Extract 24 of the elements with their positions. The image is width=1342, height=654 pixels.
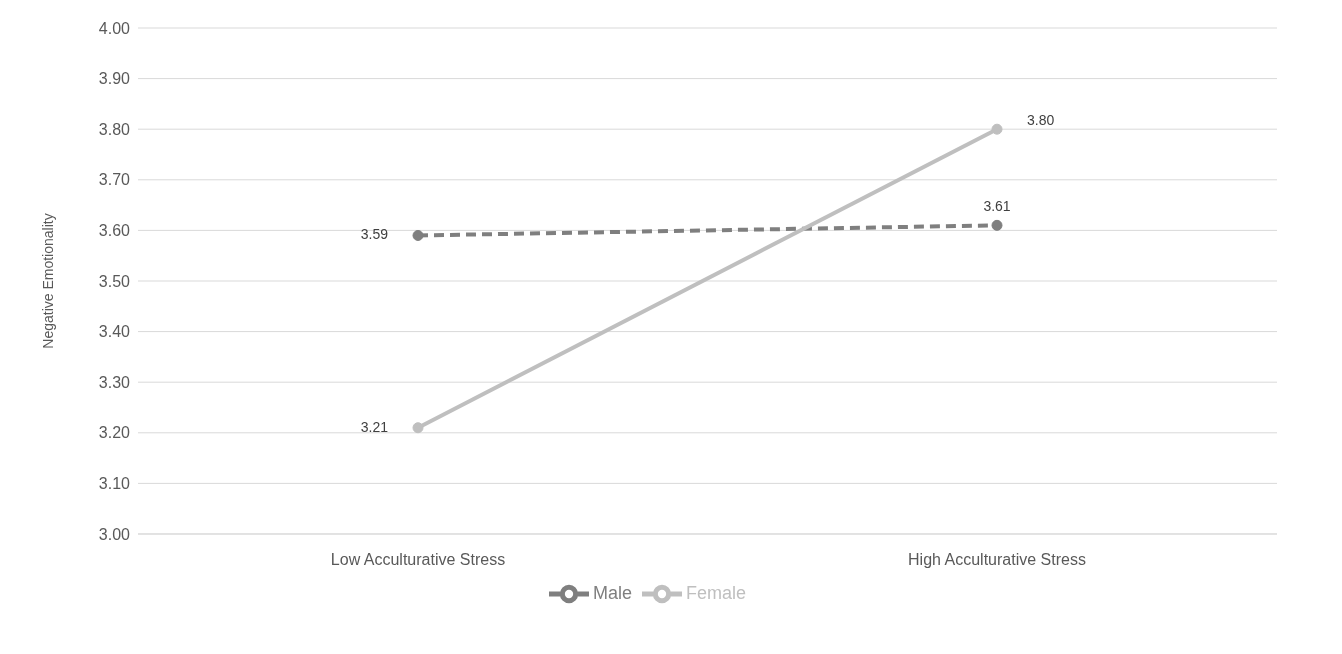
point: [412, 422, 424, 434]
y-tick-label: 3.80: [98, 120, 131, 138]
y-tick-label: 3.10: [98, 475, 131, 493]
data-label: 3.21: [360, 418, 389, 435]
x-tick-label: Low Acculturative Stress: [330, 551, 506, 569]
data-label: 3.59: [360, 226, 389, 243]
y-tick-label: 3.50: [98, 272, 131, 290]
y-tick-label: 3.60: [98, 222, 131, 240]
y-tick-label: 4.00: [98, 19, 131, 37]
y-axis-title: Negative Emotionality: [39, 213, 56, 349]
y-tick-label: 3.90: [98, 70, 131, 88]
point: [412, 229, 424, 241]
legend-label: Male: [592, 582, 632, 603]
y-tick-label: 3.20: [98, 424, 131, 442]
data-label: 3.80: [1027, 112, 1055, 129]
point: [991, 219, 1003, 231]
point: [991, 123, 1003, 135]
x-tick-label: High Acculturative Stress: [908, 551, 1086, 569]
y-tick-label: 3.40: [98, 323, 131, 341]
data-label: 3.61: [983, 198, 1011, 215]
legend-label: Female: [685, 582, 747, 603]
y-tick-label: 3.70: [98, 171, 131, 189]
y-tick-label: 3.30: [98, 373, 131, 391]
y-tick-label: 3.00: [98, 525, 131, 543]
